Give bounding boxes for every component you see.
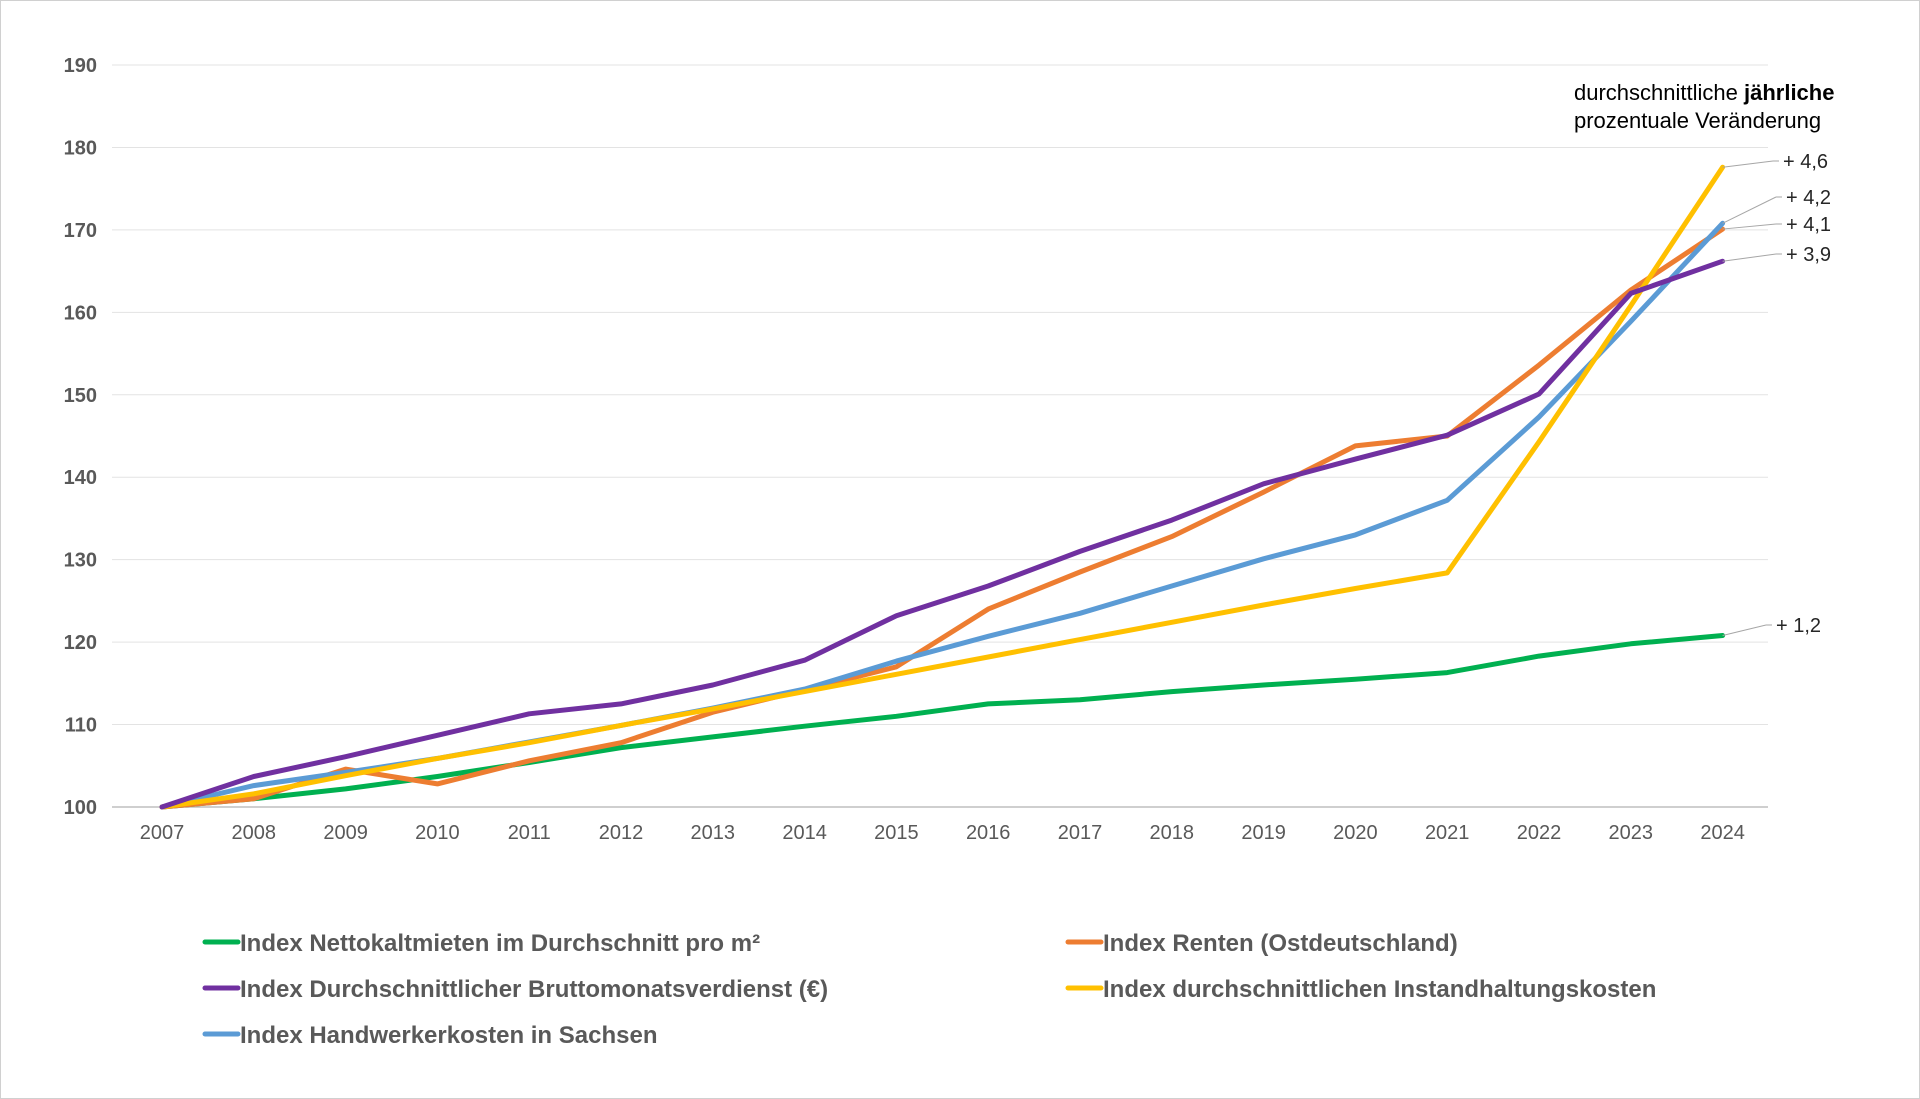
- y-tick-label: 120: [64, 632, 97, 654]
- legend-label: Index Handwerkerkosten in Sachsen: [240, 1022, 657, 1049]
- x-tick-label: 2022: [1517, 822, 1562, 844]
- y-tick-label: 140: [64, 467, 97, 489]
- x-tick-label: 2023: [1609, 822, 1654, 844]
- x-tick-label: 2010: [415, 822, 460, 844]
- legend-label: Index Renten (Ostdeutschland): [1103, 930, 1458, 957]
- series-line-3: [159, 258, 1726, 810]
- y-tick-label: 150: [64, 385, 97, 407]
- end-labels: + 1,2 + 4,1 + 3,9 + 4,6 + 4,2: [1722, 151, 1831, 637]
- leader-line: [1722, 223, 1777, 230]
- series-line-4: [159, 164, 1726, 810]
- annotation-line-2: prozentuale Veränderung: [1574, 108, 1821, 133]
- leader-line: [1722, 624, 1767, 637]
- leader-line: [1722, 253, 1777, 262]
- y-tick-label: 110: [65, 715, 97, 737]
- end-value-label: + 1,2: [1776, 615, 1821, 637]
- legend-label: Index Nettokaltmieten im Durchschnitt pr…: [240, 930, 760, 957]
- y-tick-label: 160: [64, 302, 97, 324]
- leader-line: [1722, 196, 1777, 224]
- y-tick-label: 170: [64, 220, 97, 242]
- x-tick-label: 2009: [323, 822, 368, 844]
- x-tick-label: 2015: [874, 822, 919, 844]
- y-tick-label: 100: [64, 797, 97, 819]
- series-line-2: [159, 226, 1726, 810]
- x-tick-label: 2012: [599, 822, 644, 844]
- legend-label: Index Durchschnittlicher Bruttomonatsver…: [240, 976, 828, 1003]
- end-value-label: + 4,2: [1786, 187, 1831, 209]
- legend: Index Nettokaltmieten im Durchschnitt pr…: [202, 930, 1656, 1049]
- x-tick-label: 2021: [1425, 822, 1470, 844]
- series-lines: [159, 164, 1726, 810]
- x-tick-label: 2014: [782, 822, 827, 844]
- end-value-label: + 4,1: [1786, 214, 1831, 236]
- x-tick-label: 2018: [1150, 822, 1195, 844]
- end-value-label: + 3,9: [1786, 244, 1831, 266]
- y-tick-label: 180: [64, 137, 97, 159]
- end-value-label: + 4,6: [1783, 151, 1828, 173]
- x-tick-label: 2024: [1700, 822, 1745, 844]
- y-tick-label: 190: [64, 55, 97, 77]
- x-tick-label: 2011: [508, 822, 551, 844]
- x-tick-label: 2020: [1333, 822, 1378, 844]
- annotation: durchschnittliche jährliche prozentuale …: [1574, 80, 1834, 133]
- x-tick-label: 2008: [232, 822, 277, 844]
- x-axis-ticks: 2007 2008 2009 2010 2011 2012 2013 2014 2015 2016…: [140, 822, 1745, 844]
- y-axis-ticks: 100 110 120 130 140 150 160 170 180 190: [64, 55, 97, 819]
- y-tick-label: 130: [64, 550, 97, 572]
- x-tick-label: 2017: [1058, 822, 1103, 844]
- series-line-1: [159, 633, 1726, 810]
- gridlines: [112, 64, 1768, 808]
- x-tick-label: 2013: [691, 822, 736, 844]
- x-tick-label: 2007: [140, 822, 185, 844]
- legend-label: Index durchschnittlichen Instandhaltungs…: [1103, 976, 1656, 1003]
- annotation-line-1: durchschnittliche jährliche: [1574, 80, 1834, 105]
- x-tick-label: 2019: [1241, 822, 1286, 844]
- leader-line: [1722, 160, 1774, 168]
- x-tick-label: 2016: [966, 822, 1011, 844]
